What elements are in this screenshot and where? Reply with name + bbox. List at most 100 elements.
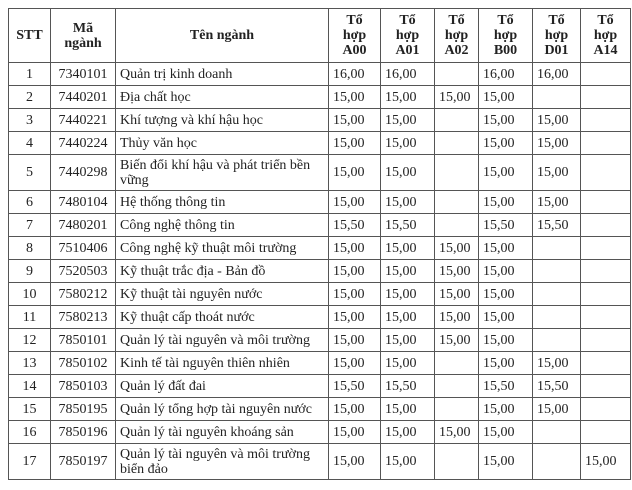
name-cell: Địa chất học — [115, 85, 329, 109]
b00-cell: 15,50 — [478, 374, 533, 398]
name-cell: Quản lý tổng hợp tài nguyên nước — [115, 397, 329, 421]
table-row: 14 7850103 Quản lý đất đai 15,50 15,50 15,50 1… — [8, 374, 631, 398]
header-a14: Tổ hợp A14 — [580, 8, 631, 63]
header-stt: STT — [8, 8, 51, 63]
admission-scores-table: STT Mã ngành Tên ngành Tổ hợp A00 Tổ hợp A01… — [8, 8, 631, 480]
d01-cell: 15,00 — [532, 108, 581, 132]
table-row: 2 7440201 Địa chất học 15,00 15,00 15,00 15,00 — [8, 85, 631, 109]
stt-cell: 14 — [8, 374, 51, 398]
table-row: 7 7480201 Công nghệ thông tin 15,50 15,50 15,… — [8, 213, 631, 237]
a02-cell: 15,00 — [434, 305, 479, 329]
code-cell: 7850102 — [50, 351, 116, 375]
a02-cell — [434, 213, 479, 237]
table-row: 15 7850195 Quản lý tổng hợp tài nguyên nướ… — [8, 397, 631, 421]
d01-cell — [532, 85, 581, 109]
a14-cell — [580, 154, 631, 191]
d01-cell: 15,00 — [532, 190, 581, 214]
d01-cell — [532, 236, 581, 260]
a00-cell: 15,00 — [328, 328, 381, 352]
code-cell: 7440298 — [50, 154, 116, 191]
a02-cell: 15,00 — [434, 420, 479, 444]
a14-cell — [580, 328, 631, 352]
b00-cell: 15,00 — [478, 305, 533, 329]
a02-cell — [434, 351, 479, 375]
a14-cell — [580, 351, 631, 375]
stt-cell: 9 — [8, 259, 51, 283]
a02-cell — [434, 374, 479, 398]
a14-cell — [580, 397, 631, 421]
a02-cell — [434, 154, 479, 191]
a02-cell — [434, 108, 479, 132]
header-a01: Tổ hợp A01 — [380, 8, 435, 63]
d01-cell: 15,00 — [532, 131, 581, 155]
b00-cell: 15,00 — [478, 351, 533, 375]
d01-cell: 15,00 — [532, 154, 581, 191]
table-row: 10 7580212 Kỹ thuật tài nguyên nước 15,00 15… — [8, 282, 631, 306]
b00-cell: 15,00 — [478, 154, 533, 191]
code-cell: 7850103 — [50, 374, 116, 398]
a00-cell: 16,00 — [328, 62, 381, 86]
a14-cell — [580, 305, 631, 329]
a00-cell: 15,00 — [328, 236, 381, 260]
table-row: 17 7850197 Quản lý tài nguyên và môi trườn… — [8, 443, 631, 480]
code-cell: 7520503 — [50, 259, 116, 283]
a01-cell: 15,00 — [380, 131, 435, 155]
a01-cell: 15,00 — [380, 190, 435, 214]
header-row: STT Mã ngành Tên ngành Tổ hợp A00 Tổ hợp A01… — [8, 8, 631, 63]
a14-cell — [580, 420, 631, 444]
a00-cell: 15,50 — [328, 374, 381, 398]
a14-cell — [580, 236, 631, 260]
table-row: 6 7480104 Hệ thống thông tin 15,00 15,00 15,0… — [8, 190, 631, 214]
name-cell: Quản lý tài nguyên và môi trường — [115, 328, 329, 352]
stt-cell: 4 — [8, 131, 51, 155]
code-cell: 7440221 — [50, 108, 116, 132]
b00-cell: 15,00 — [478, 443, 533, 480]
d01-cell: 15,00 — [532, 351, 581, 375]
code-cell: 7850197 — [50, 443, 116, 480]
d01-cell: 15,00 — [532, 397, 581, 421]
stt-cell: 13 — [8, 351, 51, 375]
a01-cell: 15,00 — [380, 443, 435, 480]
a00-cell: 15,00 — [328, 443, 381, 480]
table-row: 13 7850102 Kinh tế tài nguyên thiên nhiên 1… — [8, 351, 631, 375]
a01-cell: 15,00 — [380, 305, 435, 329]
table-row: 12 7850101 Quản lý tài nguyên và môi trườn… — [8, 328, 631, 352]
a14-cell: 15,00 — [580, 443, 631, 480]
code-cell: 7480201 — [50, 213, 116, 237]
b00-cell: 15,00 — [478, 131, 533, 155]
table-row: 5 7440298 Biến đổi khí hậu và phát triển b… — [8, 154, 631, 191]
name-cell: Quản trị kinh doanh — [115, 62, 329, 86]
a14-cell — [580, 190, 631, 214]
code-cell: 7580213 — [50, 305, 116, 329]
a01-cell: 16,00 — [380, 62, 435, 86]
a01-cell: 15,00 — [380, 351, 435, 375]
a00-cell: 15,00 — [328, 282, 381, 306]
name-cell: Hệ thống thông tin — [115, 190, 329, 214]
a01-cell: 15,00 — [380, 397, 435, 421]
a00-cell: 15,00 — [328, 259, 381, 283]
a01-cell: 15,00 — [380, 420, 435, 444]
name-cell: Kỹ thuật tài nguyên nước — [115, 282, 329, 306]
a14-cell — [580, 282, 631, 306]
d01-cell — [532, 305, 581, 329]
stt-cell: 5 — [8, 154, 51, 191]
table-row: 8 7510406 Công nghệ kỹ thuật môi trường 15,… — [8, 236, 631, 260]
a02-cell: 15,00 — [434, 328, 479, 352]
a01-cell: 15,00 — [380, 154, 435, 191]
b00-cell: 15,00 — [478, 259, 533, 283]
d01-cell — [532, 328, 581, 352]
a00-cell: 15,00 — [328, 85, 381, 109]
b00-cell: 15,00 — [478, 397, 533, 421]
a02-cell — [434, 397, 479, 421]
a01-cell: 15,00 — [380, 236, 435, 260]
header-ma-nganh: Mã ngành — [50, 8, 116, 63]
a00-cell: 15,00 — [328, 351, 381, 375]
name-cell: Kỹ thuật cấp thoát nước — [115, 305, 329, 329]
stt-cell: 16 — [8, 420, 51, 444]
code-cell: 7510406 — [50, 236, 116, 260]
stt-cell: 10 — [8, 282, 51, 306]
a02-cell — [434, 443, 479, 480]
d01-cell — [532, 282, 581, 306]
a00-cell: 15,00 — [328, 108, 381, 132]
b00-cell: 15,00 — [478, 282, 533, 306]
